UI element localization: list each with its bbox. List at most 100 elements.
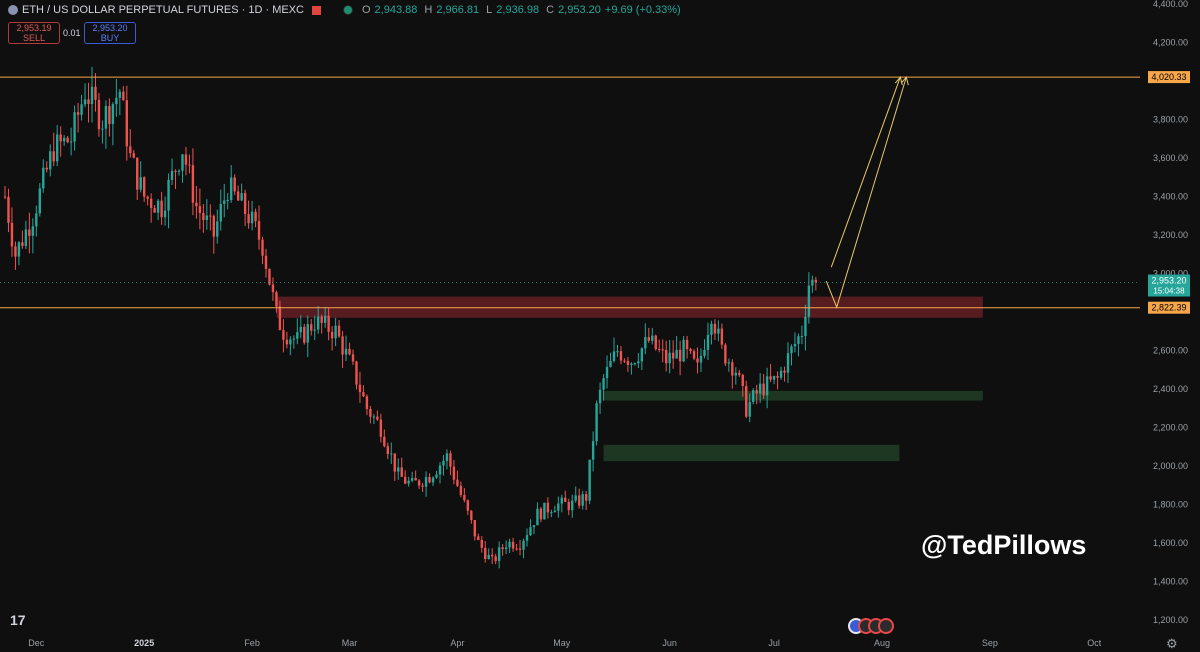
candle-body: [612, 351, 616, 361]
candle-body: [216, 221, 219, 237]
candle-body: [129, 146, 132, 154]
eth-icon: [8, 5, 18, 15]
projection-path-upper: [830, 76, 901, 268]
candle-body: [146, 196, 149, 199]
current-price-badge: [1148, 274, 1190, 297]
candle-body: [501, 547, 504, 549]
candle-body: [184, 154, 188, 165]
candle-body: [94, 86, 97, 100]
candle-body: [442, 460, 445, 466]
price-tick-label: 3,400.00: [1153, 192, 1188, 202]
candle-body: [132, 153, 135, 158]
candle-body: [268, 268, 271, 285]
candle-body: [243, 193, 247, 215]
price-tick-label: 2,400.00: [1153, 384, 1188, 394]
open-value: 2,943.88: [374, 4, 418, 16]
candle-body: [752, 390, 755, 402]
candle-body: [605, 366, 609, 379]
candle-body: [317, 316, 320, 330]
candle-body: [665, 349, 668, 364]
price-tick-label: 3,800.00: [1153, 115, 1188, 125]
candle-body: [334, 325, 337, 339]
candle-body: [358, 384, 362, 393]
candle-body: [45, 167, 48, 170]
candle-body: [536, 508, 539, 526]
candle-body: [560, 497, 563, 504]
candle-body: [487, 554, 490, 559]
candle-body: [313, 329, 316, 331]
candle-body: [689, 349, 692, 352]
sell-button[interactable]: 2,953.19 SELL: [8, 22, 60, 44]
candle-body: [143, 177, 146, 197]
candle-body: [226, 199, 229, 201]
candle-body: [776, 376, 779, 378]
candle-body: [783, 370, 786, 373]
candle-body: [52, 151, 55, 162]
candle-body: [167, 179, 170, 211]
flag-icon[interactable]: [311, 5, 321, 15]
gear-icon[interactable]: ⚙: [1166, 636, 1178, 651]
candle-body: [344, 348, 348, 355]
candle-body: [658, 348, 661, 350]
sell-price: 2,953.19: [16, 23, 52, 33]
candle-body: [703, 349, 706, 356]
events-icons[interactable]: [848, 618, 894, 634]
candle-body: [188, 164, 191, 166]
candle-body: [233, 177, 236, 192]
candle-body: [814, 279, 818, 283]
candle-body: [473, 520, 476, 537]
candle-body: [17, 242, 21, 257]
candle-body: [480, 539, 483, 548]
candle-body: [417, 480, 421, 486]
candle-body: [122, 91, 125, 101]
candle-body: [254, 211, 257, 222]
candle-body: [379, 419, 383, 437]
candle-body: [125, 100, 128, 147]
price-axis: 4,400.00 4,200.00 3,800.00 3,600.00 3,400.00…: [1148, 0, 1190, 625]
buy-button[interactable]: 2,953.20 BUY: [84, 22, 136, 44]
candle-body: [257, 221, 261, 240]
candle-body: [647, 337, 650, 341]
time-tick-label: Aug: [874, 638, 890, 648]
candle-body: [438, 465, 442, 475]
candle-body: [174, 170, 177, 172]
time-tick-label: May: [553, 638, 571, 648]
time-tick-label: 2025: [134, 638, 154, 648]
candle-body: [685, 339, 689, 350]
candle-body: [581, 494, 584, 506]
candle-body: [236, 191, 240, 201]
candle-body: [456, 479, 459, 486]
candle-body: [755, 390, 758, 394]
candle-body: [330, 331, 334, 339]
candle-body: [170, 170, 174, 180]
chart-header: ETH / US DOLLAR PERPETUAL FUTURES · 1D ·…: [8, 4, 681, 16]
candle-body: [393, 453, 396, 472]
candle-body: [525, 535, 529, 541]
countdown-label: 15:04:38: [1153, 287, 1185, 296]
candle-body: [376, 416, 379, 420]
candle-body: [14, 246, 17, 257]
symbol-title[interactable]: ETH / US DOLLAR PERPETUAL FUTURES · 1D ·…: [22, 4, 304, 16]
event-icon[interactable]: [878, 618, 894, 634]
candle-body: [595, 403, 598, 442]
zones-layer: [276, 296, 983, 462]
candle-body: [727, 362, 731, 364]
candle-body: [518, 548, 522, 550]
candle-body: [212, 215, 215, 237]
candle-body: [337, 325, 341, 337]
candle-body: [351, 354, 355, 362]
price-tick-label: 3,600.00: [1153, 153, 1188, 163]
candle-body: [404, 476, 407, 484]
candle-body: [369, 408, 372, 417]
candle-body: [42, 167, 45, 189]
candle-body: [543, 502, 546, 520]
tradingview-logo[interactable]: 17: [10, 612, 26, 628]
candle-body: [578, 495, 581, 506]
candle-body: [191, 165, 195, 203]
candle-body: [163, 210, 167, 218]
candle-body: [654, 335, 657, 349]
candle-body: [289, 339, 292, 345]
candle-body: [696, 358, 699, 363]
market-status-icon[interactable]: [342, 5, 353, 15]
